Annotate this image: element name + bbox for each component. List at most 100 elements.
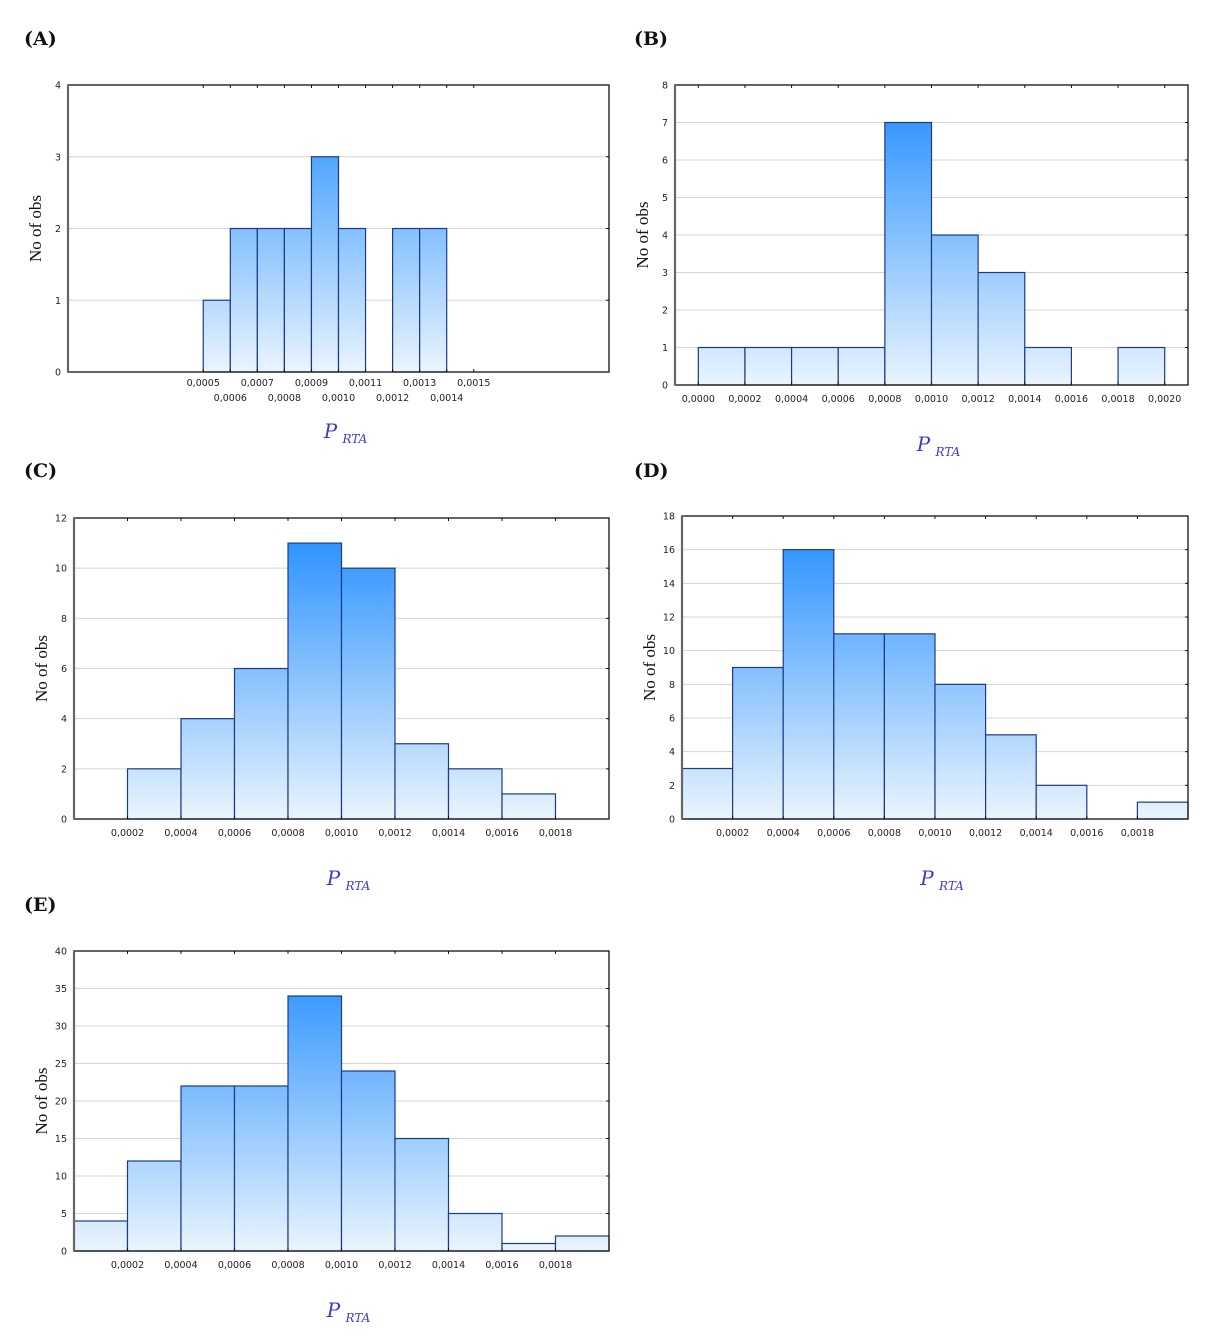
x-tick-label: 0,0004 — [164, 828, 197, 839]
x-tick-label: 0,0012 — [378, 828, 411, 839]
x-tick-label: 0,0009 — [295, 378, 328, 389]
panel-label: (D) — [634, 460, 669, 482]
x-tick-label: 0,0002 — [728, 394, 761, 405]
histogram-chart: 0 1 2 3 4 5 6 7 8 0,0000 0,0002 0,0004 0,0006 0,0008 0… — [633, 81, 1189, 459]
x-axis-label-subscript: RTA — [342, 432, 368, 446]
y-tick-label: 10 — [55, 564, 67, 575]
x-tick-label: 0,0008 — [868, 828, 901, 839]
x-tick-label: 0,0016 — [1070, 828, 1103, 839]
x-axis-label: P — [919, 866, 934, 890]
x-tick-label: 0,0002 — [111, 1260, 144, 1271]
x-axis-label: P — [916, 432, 931, 456]
x-tick-label: 0,0012 — [376, 393, 409, 404]
y-tick-label: 20 — [55, 1097, 67, 1108]
y-tick-label: 2 — [662, 306, 668, 317]
x-tick-label: 0,0012 — [378, 1260, 411, 1271]
histogram-bar — [126, 768, 182, 820]
x-tick-label: 0,0018 — [539, 828, 572, 839]
x-tick-label: 0,0006 — [218, 828, 251, 839]
x-tick-label: 0,0018 — [1121, 828, 1154, 839]
histogram-bar — [419, 227, 448, 373]
panel-c: (C) 0 2 4 6 8 10 12 0,0002 0,0004 0,0006 0,0008 0,0… — [0, 0, 620, 893]
x-tick-label: 0,0014 — [1020, 828, 1053, 839]
histogram-chart: 0 5 10 15 20 25 30 35 40 0,0002 0,0004 0,0006 0,0008… — [32, 947, 610, 1325]
y-tick-label: 10 — [55, 1172, 67, 1183]
histogram-bar — [394, 1137, 450, 1252]
x-tick-label: 0,0007 — [241, 378, 274, 389]
histogram-bar — [1035, 784, 1088, 820]
histogram-bar — [447, 1212, 503, 1252]
histogram-bar — [501, 793, 557, 820]
y-tick-label: 0 — [55, 368, 61, 379]
y-tick-label: 2 — [61, 764, 67, 775]
histogram-bar — [837, 346, 886, 386]
y-tick-label: 0 — [61, 1247, 67, 1258]
x-tick-label: 0,0014 — [432, 828, 465, 839]
y-tick-label: 14 — [663, 579, 675, 590]
y-tick-label: 3 — [662, 268, 668, 279]
y-tick-label: 5 — [61, 1209, 67, 1220]
histogram-bar — [126, 1160, 182, 1252]
histogram-bar — [1117, 346, 1166, 386]
x-axis-label: P — [323, 419, 338, 443]
x-tick-label: 0,0012 — [962, 394, 995, 405]
x-tick-label: 0,0008 — [271, 828, 304, 839]
y-tick-label: 8 — [662, 81, 668, 92]
histogram-bar — [233, 1085, 289, 1252]
histogram-bar — [287, 995, 343, 1252]
histogram-bar — [287, 542, 343, 820]
x-tick-label: 0,0015 — [457, 378, 490, 389]
y-tick-label: 3 — [55, 152, 61, 163]
histogram-bar — [233, 667, 289, 820]
y-tick-label: 4 — [669, 747, 675, 758]
histogram-bar — [554, 1235, 610, 1252]
x-tick-label: 0,0016 — [1055, 394, 1088, 405]
x-tick-label: 0,0008 — [271, 1260, 304, 1271]
x-axis-label-subscript: RTA — [345, 879, 371, 893]
histogram-bar — [934, 683, 987, 820]
panel-b: (B) 0 1 2 3 4 5 6 7 8 0,0000 0,0002 0,0004 0,0006 0,0… — [0, 0, 1222, 459]
histogram-bar — [501, 1242, 557, 1252]
histogram-bar — [782, 549, 835, 820]
panel-label: (A) — [24, 28, 57, 50]
y-tick-label: 8 — [61, 614, 67, 625]
x-tick-label: 0,0002 — [716, 828, 749, 839]
x-tick-label: 0,0014 — [430, 393, 463, 404]
y-tick-label: 1 — [55, 296, 61, 307]
panel-label: (E) — [24, 894, 57, 916]
x-axis-label: P — [326, 1298, 341, 1322]
x-tick-label: 0,0012 — [969, 828, 1002, 839]
histogram-bar — [340, 1070, 396, 1252]
x-tick-label: 0,0010 — [915, 394, 948, 405]
x-tick-label: 0,0004 — [775, 394, 808, 405]
panel-label: (B) — [634, 28, 669, 50]
histogram-bar — [180, 718, 236, 820]
y-axis-label: No of obs — [26, 195, 45, 262]
histogram-bar — [731, 666, 784, 820]
x-tick-label: 0,0016 — [485, 1260, 518, 1271]
histogram-bar — [202, 299, 231, 373]
x-tick-label: 0,0006 — [822, 394, 855, 405]
y-axis-label: No of obs — [32, 635, 51, 702]
y-tick-label: 35 — [55, 984, 67, 995]
x-tick-label: 0,0006 — [218, 1260, 251, 1271]
y-tick-label: 25 — [55, 1059, 67, 1070]
y-tick-label: 30 — [55, 1022, 67, 1033]
x-tick-label: 0,0014 — [432, 1260, 465, 1271]
x-tick-label: 0,0011 — [349, 378, 382, 389]
y-tick-label: 16 — [663, 545, 675, 556]
x-tick-label: 0,0018 — [539, 1260, 572, 1271]
x-tick-label: 0,0006 — [214, 393, 247, 404]
x-axis-label: P — [326, 866, 341, 890]
histogram-bar — [883, 633, 936, 820]
y-tick-label: 7 — [662, 118, 668, 129]
x-tick-label: 0,0010 — [918, 828, 951, 839]
y-tick-label: 15 — [55, 1134, 67, 1145]
y-tick-label: 12 — [663, 613, 675, 624]
histogram-bar — [977, 271, 1026, 386]
histogram-chart: 0 2 4 6 8 10 12 0,0002 0,0004 0,0006 0,0008 0,0010 0… — [32, 514, 610, 893]
y-axis-label: No of obs — [32, 1067, 51, 1134]
panel-label: (C) — [24, 460, 58, 482]
y-tick-label: 0 — [669, 815, 675, 826]
x-tick-label: 0,0014 — [1008, 394, 1041, 405]
